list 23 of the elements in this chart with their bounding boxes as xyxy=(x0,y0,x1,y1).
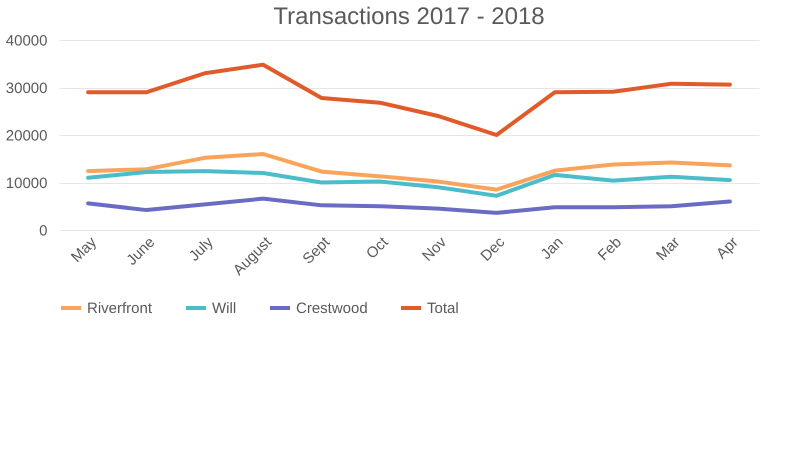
y-tick-label: 40000 xyxy=(6,32,48,50)
legend-label: Will xyxy=(212,300,236,317)
x-tick-label: July xyxy=(186,233,217,265)
x-tick-label: Jan xyxy=(538,234,567,263)
line-series xyxy=(86,196,732,215)
x-tick-label: Mar xyxy=(653,234,684,264)
legend-label: Crestwood xyxy=(296,300,368,317)
x-tick-label: Apr xyxy=(713,234,742,262)
x-tick-label: May xyxy=(68,233,100,266)
y-tick-label: 10000 xyxy=(6,175,48,192)
legend-label: Total xyxy=(427,300,459,317)
legend-label: Riverfront xyxy=(87,300,153,317)
line-series xyxy=(86,152,732,192)
x-tick-label: Dec xyxy=(477,233,509,265)
y-tick-label: 30000 xyxy=(6,80,48,97)
y-tick-label: 20000 xyxy=(6,128,48,144)
y-tick-label: 0 xyxy=(39,222,48,240)
x-tick-label: Oct xyxy=(363,233,392,262)
line-series xyxy=(86,169,732,198)
x-tick-label: Nov xyxy=(419,233,450,265)
line-series xyxy=(86,62,732,137)
x-tick-label: Feb xyxy=(594,234,625,264)
chart-title: Transactions 2017 - 2018 xyxy=(273,3,545,30)
